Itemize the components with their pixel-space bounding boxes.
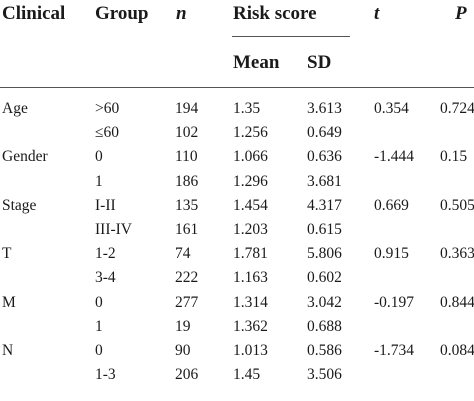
cell-sd: 5.806	[307, 245, 342, 262]
cell-mean: 1.203	[233, 221, 268, 238]
cell-group: 0	[95, 294, 103, 311]
cell-p: 0.505	[440, 197, 474, 214]
cell-mean: 1.781	[233, 245, 268, 262]
header-clinical: Clinical	[2, 3, 66, 24]
cell-mean: 1.013	[233, 342, 268, 359]
cell-sd: 3.042	[307, 294, 342, 311]
cell-p: 0.084	[440, 342, 474, 359]
cell-sd: 0.586	[307, 342, 342, 359]
cell-group: 0	[95, 148, 103, 165]
cell-mean: 1.256	[233, 124, 268, 141]
header-sd: SD	[307, 52, 332, 73]
cell-clinical: N	[2, 342, 14, 359]
cell-n: 206	[175, 366, 199, 383]
cell-clinical: Gender	[2, 148, 48, 165]
cell-group: I-II	[95, 197, 116, 214]
cell-group: >60	[95, 100, 120, 117]
cell-mean: 1.45	[233, 366, 261, 383]
cell-n: 194	[175, 100, 199, 117]
header-group: Group	[95, 3, 149, 24]
cell-group: 0	[95, 342, 103, 359]
cell-p: 0.844	[440, 294, 474, 311]
cell-p: 0.363	[440, 245, 474, 262]
cell-sd: 3.681	[307, 173, 342, 190]
cell-clinical: M	[2, 294, 16, 311]
cell-mean: 1.314	[233, 294, 268, 311]
cell-sd: 4.317	[307, 197, 342, 214]
cell-sd: 0.688	[307, 318, 342, 335]
header-n: n	[176, 3, 187, 24]
risk-score-underline	[232, 36, 350, 37]
cell-group: 1	[95, 318, 103, 335]
cell-mean: 1.163	[233, 269, 268, 286]
cell-group: ≤60	[95, 124, 120, 141]
cell-sd: 0.636	[307, 148, 342, 165]
cell-mean: 1.296	[233, 173, 268, 190]
cell-sd: 3.506	[307, 366, 342, 383]
cell-t: 0.915	[374, 245, 409, 262]
cell-mean: 1.066	[233, 148, 268, 165]
cell-t: 0.669	[374, 197, 409, 214]
cell-sd: 3.613	[307, 100, 342, 117]
cell-n: 161	[175, 221, 199, 238]
cell-p: 0.15	[440, 148, 468, 165]
cell-n: 90	[175, 342, 191, 359]
cell-n: 135	[175, 197, 199, 214]
cell-n: 222	[175, 269, 199, 286]
cell-mean: 1.454	[233, 197, 268, 214]
cell-mean: 1.35	[233, 100, 261, 117]
cell-t: 0.354	[374, 100, 409, 117]
header-risk-score: Risk score	[233, 3, 317, 24]
cell-group: 1-3	[95, 366, 116, 383]
cell-group: 1	[95, 173, 103, 190]
cell-n: 74	[175, 245, 191, 262]
header-mean: Mean	[233, 52, 280, 73]
cell-group: 3-4	[95, 269, 116, 286]
cell-mean: 1.362	[233, 318, 268, 335]
cell-sd: 0.615	[307, 221, 342, 238]
header-p: P	[455, 3, 467, 24]
cell-group: 1-2	[95, 245, 116, 262]
cell-clinical: Age	[2, 100, 28, 117]
cell-n: 102	[175, 124, 199, 141]
cell-n: 186	[175, 173, 199, 190]
header-t: t	[374, 3, 380, 24]
cell-t: -1.734	[374, 342, 415, 359]
cell-clinical: T	[2, 245, 12, 262]
cell-sd: 0.649	[307, 124, 342, 141]
header-bottom-rule	[0, 87, 474, 88]
cell-t: -1.444	[374, 148, 415, 165]
cell-sd: 0.602	[307, 269, 342, 286]
cell-t: -0.197	[374, 294, 415, 311]
cell-group: III-IV	[95, 221, 133, 238]
cell-n: 19	[175, 318, 191, 335]
cell-n: 110	[175, 148, 198, 165]
cell-clinical: Stage	[2, 197, 37, 214]
cell-n: 277	[175, 294, 199, 311]
cell-p: 0.724	[440, 100, 474, 117]
